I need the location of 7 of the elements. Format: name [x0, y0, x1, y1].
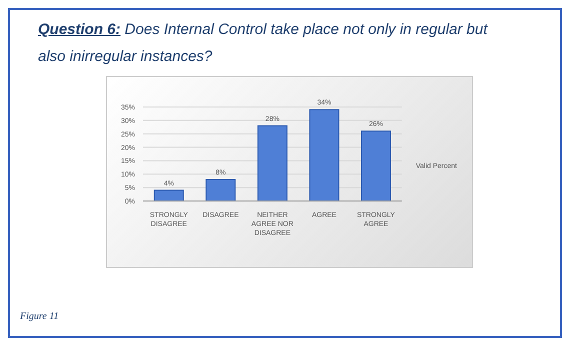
caption: Figure 11 [20, 311, 59, 322]
bar [257, 125, 288, 201]
chart-title: Question 6: Does Internal Control take place not only in regular but also inirregular instances? [38, 20, 489, 67]
bar [360, 130, 391, 201]
bar [154, 190, 184, 201]
bar [309, 109, 340, 201]
bar [206, 179, 236, 201]
